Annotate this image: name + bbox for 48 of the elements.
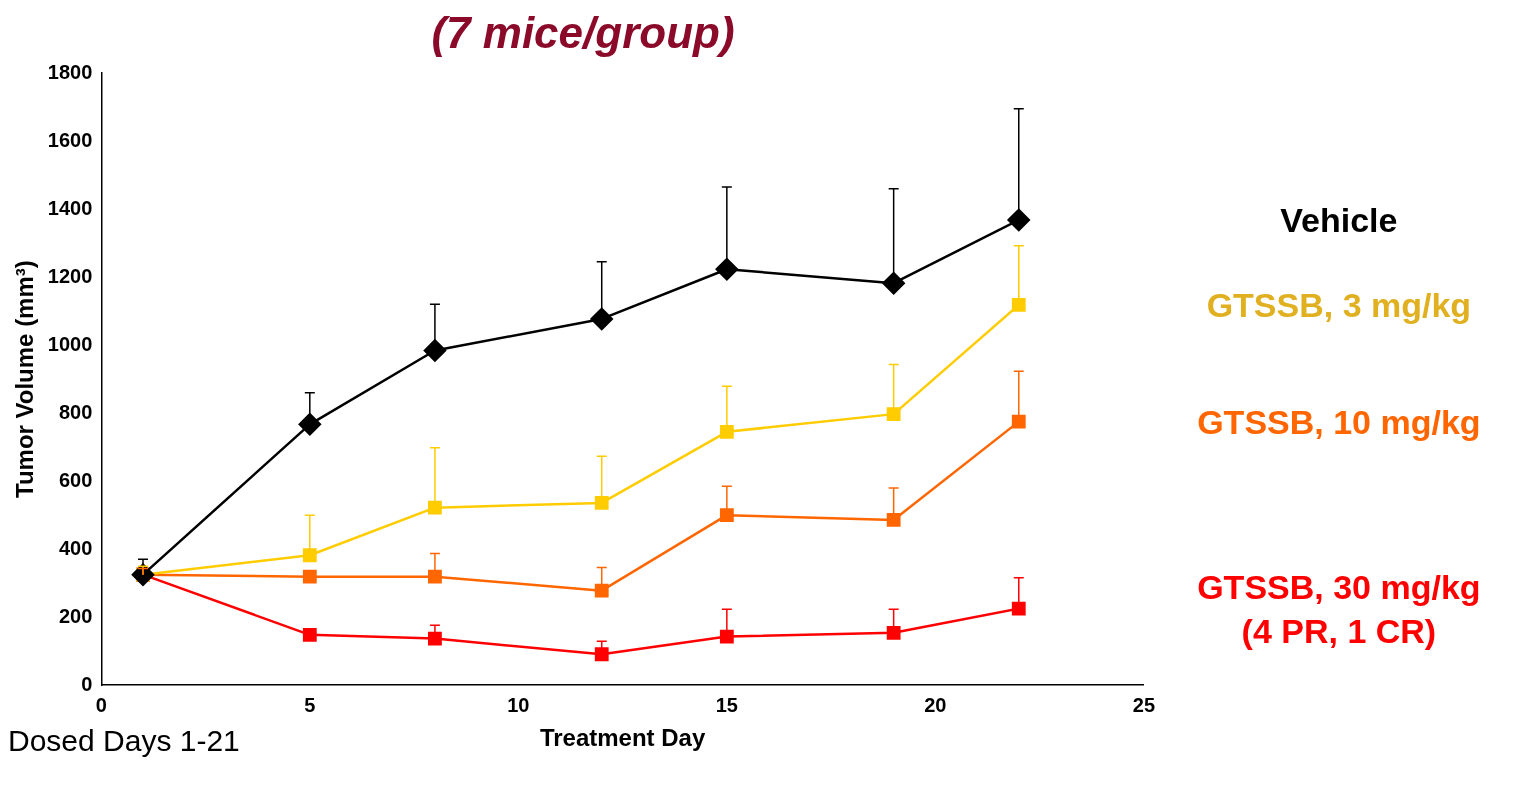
point (428, 631, 442, 646)
point (594, 583, 609, 598)
point (1011, 601, 1026, 616)
y-tick-label: 1600 (47, 128, 93, 151)
point (886, 625, 901, 640)
point (428, 500, 442, 515)
point (886, 407, 901, 422)
point (715, 257, 739, 281)
point (302, 627, 317, 642)
point (594, 495, 609, 510)
y-tick-label: 1000 (47, 332, 93, 355)
y-tick-label: 1200 (47, 264, 93, 287)
y-tick-label: 400 (58, 536, 93, 559)
point (1007, 208, 1031, 232)
x-tick-label: 20 (924, 693, 947, 716)
point (886, 513, 901, 527)
point (594, 647, 609, 662)
y-tick-label: 200 (58, 604, 93, 627)
point (428, 569, 442, 584)
x-tick-label: 25 (1132, 693, 1155, 716)
text: GTSSB, 10 mg/kg (1196, 401, 1482, 443)
point (719, 424, 734, 439)
point (590, 307, 613, 331)
x-tick-label: 5 (304, 693, 316, 716)
x-tick-label: 0 (95, 693, 107, 716)
y-tick-label: 600 (58, 468, 93, 491)
point (882, 271, 905, 295)
point (423, 339, 447, 362)
point (302, 548, 317, 563)
point (719, 508, 734, 523)
point (719, 629, 734, 644)
x-tick-label: 10 (507, 693, 530, 716)
text: GTSSB, 3 mg/kg (1205, 284, 1473, 326)
text: GTSSB, 30 mg/kg (4 PR, 1 CR) (1196, 566, 1482, 652)
y-axis-title: Tumor Volume (mm³) (11, 260, 39, 498)
y-tick-label: 800 (58, 400, 93, 423)
point (298, 413, 322, 436)
point (1011, 414, 1026, 429)
x-axis-title: Treatment Day (539, 724, 706, 752)
chart-title: (7 mice/group) (430, 8, 736, 58)
text: Dosed Days 1-21 (8, 724, 240, 758)
point (1011, 298, 1026, 312)
x-tick-label: 15 (715, 693, 738, 716)
y-tick-label: 1800 (47, 60, 93, 83)
y-tick-label: 1400 (47, 196, 93, 219)
text: Vehicle (1279, 199, 1399, 241)
y-tick-label: 0 (81, 672, 93, 695)
point (302, 569, 317, 584)
